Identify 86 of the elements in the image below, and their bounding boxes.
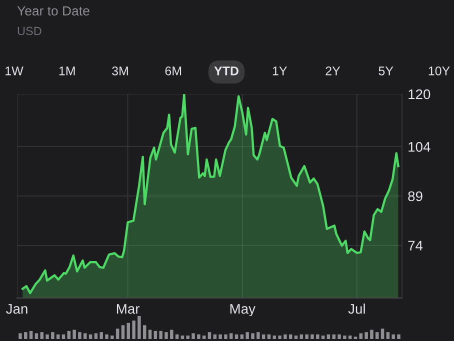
bar <box>202 336 206 339</box>
bar <box>370 330 374 339</box>
chart-subtitle: USD <box>18 26 42 36</box>
bar <box>126 322 130 339</box>
x-tick-label: Mar <box>116 304 140 314</box>
bar <box>175 334 179 339</box>
bar <box>262 334 266 339</box>
bar <box>40 332 44 339</box>
bar <box>380 328 384 339</box>
bar <box>326 334 330 339</box>
chart-title: Year to Date <box>17 6 90 16</box>
x-tick-label: Jul <box>348 304 365 314</box>
bar <box>121 325 125 339</box>
bar <box>88 334 92 339</box>
bar <box>392 334 395 339</box>
text: 1M <box>59 66 75 76</box>
y-tick-label: 74 <box>408 240 423 250</box>
text: 10Y <box>428 66 450 76</box>
bar <box>300 334 304 339</box>
bar <box>267 334 271 339</box>
bar <box>256 332 260 339</box>
text: 6M <box>165 66 182 76</box>
bar <box>294 336 298 339</box>
text: 2Y <box>326 66 340 76</box>
bar <box>310 334 314 339</box>
bar <box>218 334 222 339</box>
bar <box>224 334 228 339</box>
y-tick-label: 120 <box>408 89 430 100</box>
bar <box>180 336 184 339</box>
bar <box>230 333 233 339</box>
bar <box>148 330 152 339</box>
bar <box>18 333 22 339</box>
bar <box>364 332 368 339</box>
bar <box>321 336 325 339</box>
bar <box>29 330 33 339</box>
bar <box>272 336 276 339</box>
bar <box>213 334 217 339</box>
bar <box>138 316 141 339</box>
y-tick-label: 89 <box>408 191 422 202</box>
bar <box>51 332 54 339</box>
bar <box>78 332 82 339</box>
bar <box>316 334 320 339</box>
bar <box>240 334 244 339</box>
bar <box>288 334 292 339</box>
bar <box>154 330 158 339</box>
bar <box>386 332 390 339</box>
bar <box>348 336 352 339</box>
bar <box>100 332 103 339</box>
bar <box>305 334 308 339</box>
text: 1Y <box>272 66 287 76</box>
bar <box>251 333 254 339</box>
bar <box>62 334 66 339</box>
bar <box>46 334 49 339</box>
bar <box>246 332 249 339</box>
text: 3M <box>112 66 128 76</box>
y-tick-label: 104 <box>408 142 430 152</box>
bar <box>197 334 200 339</box>
bar <box>192 333 195 339</box>
x-tick-label: May <box>230 304 256 317</box>
bar <box>67 330 71 339</box>
text: 1W <box>6 66 24 76</box>
text: 5Y <box>378 66 394 76</box>
bar <box>116 328 120 339</box>
bar <box>164 332 168 339</box>
bar <box>170 330 174 339</box>
bar <box>105 334 108 339</box>
bar <box>208 332 212 339</box>
x-tick-label: Jan <box>6 304 28 314</box>
bar <box>338 334 341 339</box>
bar <box>332 334 336 339</box>
bar <box>278 336 282 339</box>
bar <box>397 334 400 339</box>
bar <box>234 334 238 339</box>
bar <box>284 334 287 339</box>
bar <box>72 330 76 339</box>
text: YTD <box>214 66 238 76</box>
bar <box>56 334 60 339</box>
bar <box>110 336 114 339</box>
bar <box>376 332 379 339</box>
bar <box>186 336 190 339</box>
bar <box>132 320 136 339</box>
bar <box>142 325 146 339</box>
bar <box>159 330 162 339</box>
bar <box>84 333 87 339</box>
bar <box>343 336 346 339</box>
bar <box>24 332 28 339</box>
